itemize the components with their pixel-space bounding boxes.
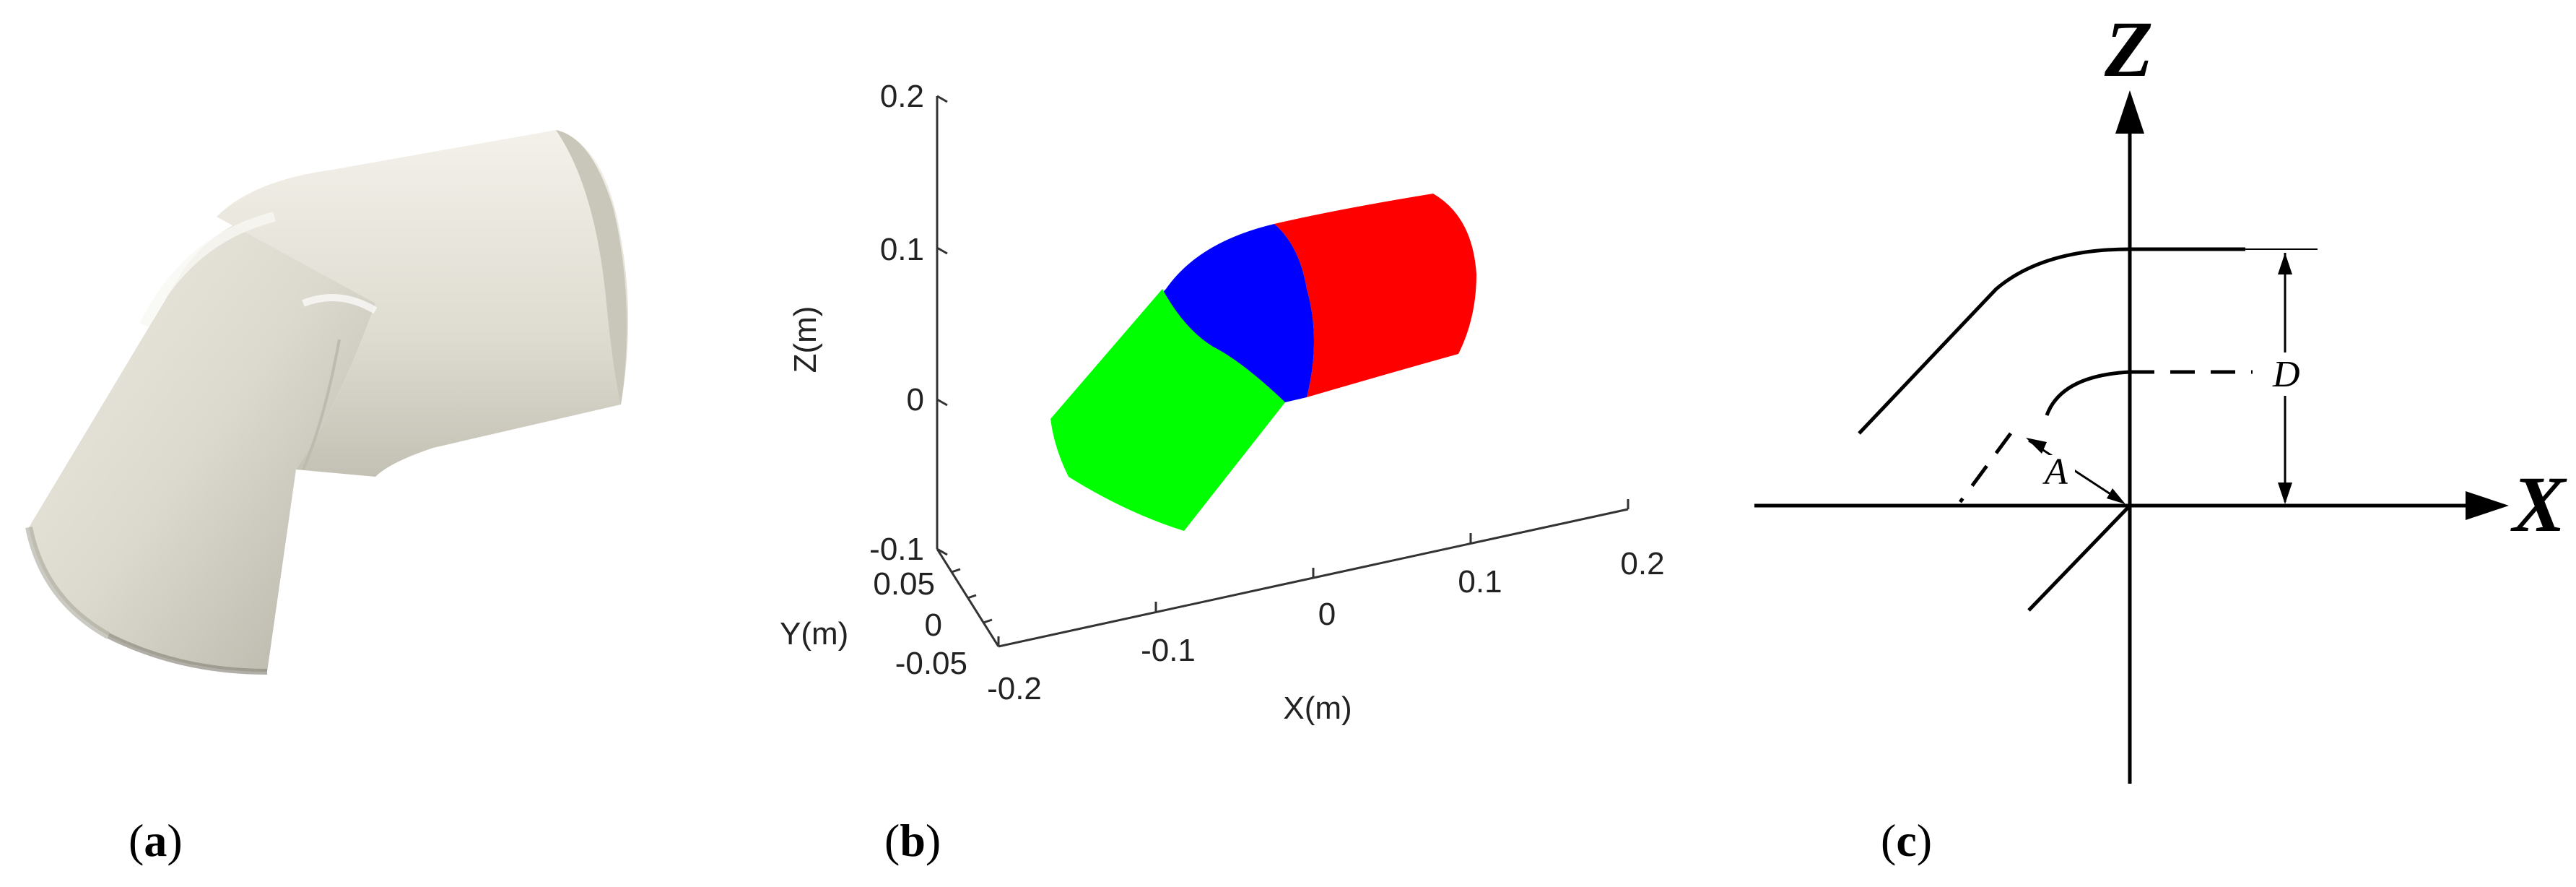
z-tick-label: 0.1 <box>880 232 924 267</box>
dimension-a-line <box>2028 439 2123 503</box>
pipe-model-3d <box>1050 194 1476 531</box>
z-axis-label: Z(m) <box>788 306 823 373</box>
pipe-inner-dashed-left <box>1958 432 2013 503</box>
pipe-inner-arc <box>2045 370 2131 416</box>
z-tick-label: -0.1 <box>869 532 924 567</box>
schematic-y-axis <box>2027 504 2131 612</box>
panel-b: 0.2 0.1 0 -0.1 Z(m) 0.05 0 -0.05 Y(m) -0… <box>780 79 1665 866</box>
dimension-d-label: D <box>2272 354 2300 395</box>
pipe-elbow-photo <box>25 130 628 675</box>
x-arrowhead-icon <box>2466 491 2509 520</box>
x-tick-label: 0.2 <box>1620 546 1664 581</box>
y-axis-label: Y(m) <box>780 616 848 652</box>
pipe-segment-bend <box>1162 224 1314 402</box>
panel-a-label: (a) <box>129 815 183 866</box>
panel-c-label: (c) <box>1881 815 1932 866</box>
x-axis-label: X(m) <box>1283 691 1352 726</box>
panel-b-label: (b) <box>884 815 941 866</box>
x-tick-label: -0.1 <box>1141 633 1196 668</box>
y-tick-label: -0.05 <box>895 646 967 681</box>
y-tick-label: 0.05 <box>873 566 935 602</box>
y-tick-label: 0 <box>925 607 942 643</box>
pipe-segment-right <box>1274 194 1476 397</box>
x-axis-title: X <box>2510 460 2567 548</box>
dimension-a-label: A <box>2042 451 2068 493</box>
x-tick-label: 0.1 <box>1458 564 1502 600</box>
z-tick-label: 0 <box>907 382 924 417</box>
panel-c: Z X D A (c) <box>1754 5 2567 866</box>
z-axis-title: Z <box>2104 5 2153 93</box>
pipe-outer-edge <box>1858 247 2245 435</box>
z-tick-label: 0.2 <box>880 79 924 114</box>
x-tick-label: 0 <box>1318 597 1336 632</box>
panel-a: (a) <box>25 130 628 866</box>
pipe-segment-left <box>1050 289 1285 531</box>
z-arrowhead-icon <box>2115 90 2144 134</box>
x-tick-label: -0.2 <box>987 671 1042 706</box>
